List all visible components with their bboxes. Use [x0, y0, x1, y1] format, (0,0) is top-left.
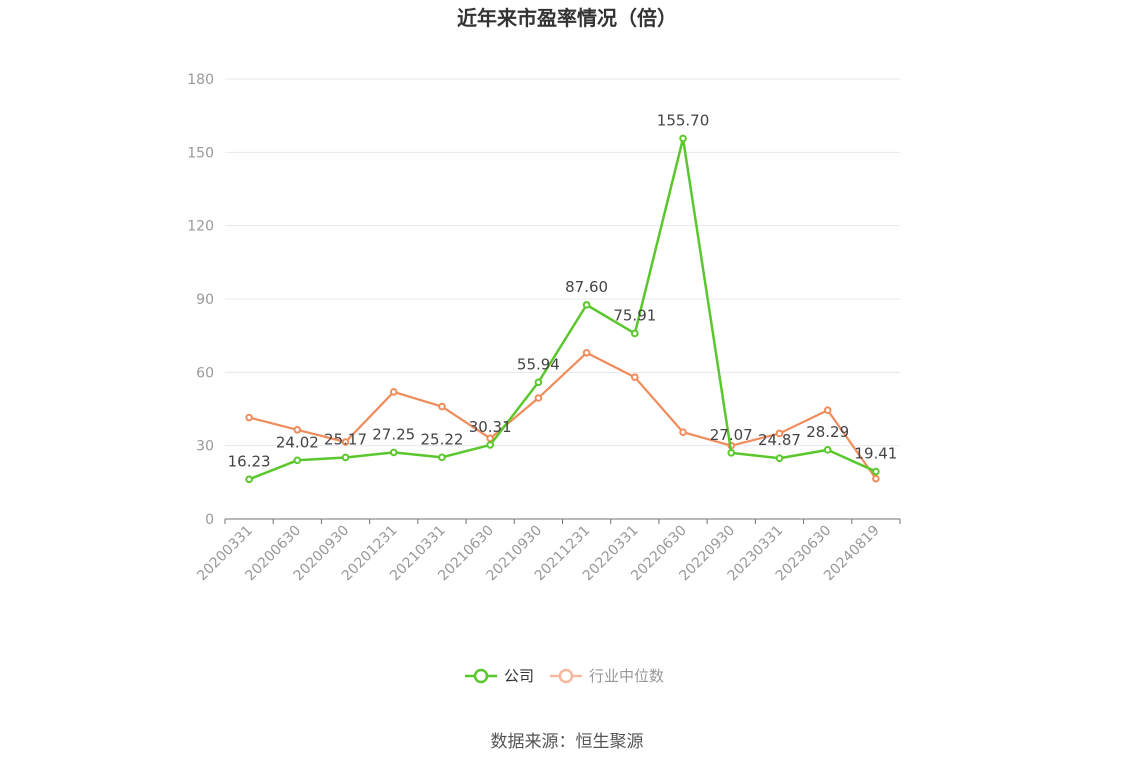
data-labels: 16.23 24.02 25.17 27.25 25.22 30.31 55.94 87.60… [228, 111, 898, 470]
data-point[interactable] [293, 456, 302, 465]
y-tick-label: 180 [187, 72, 214, 88]
y-tick-label: 150 [187, 145, 214, 161]
x-axis: 2020033120200630202009302020123120210331… [194, 518, 901, 584]
data-label: 16.23 [228, 452, 271, 470]
data-point[interactable] [631, 373, 639, 382]
data-label: 27.07 [710, 426, 753, 444]
data-point[interactable] [486, 434, 494, 443]
series-line [248, 351, 877, 480]
data-point[interactable] [679, 428, 687, 437]
y-tick-label: 60 [196, 365, 214, 381]
data-point[interactable] [823, 406, 832, 415]
data-point[interactable] [438, 402, 446, 411]
y-tick-label: 0 [205, 512, 214, 528]
data-label: 24.02 [276, 433, 319, 451]
data-label: 28.29 [806, 423, 849, 441]
chart-title: 近年来市盈率情况（倍） [457, 6, 677, 30]
data-point[interactable] [389, 448, 398, 457]
legend-marker-icon [558, 668, 574, 684]
y-tick-label: 90 [196, 292, 214, 308]
data-label: 87.60 [565, 278, 608, 296]
data-point[interactable] [823, 446, 832, 454]
data-point[interactable] [582, 348, 591, 357]
legend-label: 公司 [504, 667, 534, 685]
data-label: 155.70 [657, 111, 710, 129]
legend[interactable]: 公司 行业中位数 [465, 667, 664, 685]
data-point[interactable] [293, 425, 302, 434]
data-point[interactable] [631, 329, 639, 338]
y-tick-label: 120 [187, 219, 214, 235]
data-point[interactable] [727, 449, 736, 457]
data-label: 30.31 [469, 418, 512, 436]
data-point[interactable] [245, 413, 253, 422]
data-label: 25.17 [324, 430, 367, 448]
data-point[interactable] [534, 378, 543, 387]
grid-lines [225, 78, 900, 447]
data-point[interactable] [872, 474, 880, 483]
series-lines [245, 134, 880, 484]
series-1 [245, 348, 880, 483]
data-point[interactable] [775, 429, 784, 438]
source-note: 数据来源：恒生聚源 [491, 732, 644, 752]
data-point[interactable] [486, 441, 494, 449]
data-point[interactable] [582, 301, 591, 309]
data-point[interactable] [438, 453, 446, 462]
data-point[interactable] [872, 467, 880, 476]
y-tick-label: 30 [196, 439, 214, 455]
data-point[interactable] [679, 134, 687, 143]
data-label: 55.94 [517, 355, 560, 373]
series-0 [245, 134, 880, 484]
data-point[interactable] [775, 454, 784, 463]
data-point[interactable] [341, 453, 350, 462]
data-point[interactable] [341, 438, 350, 446]
legend-marker-icon [473, 668, 489, 684]
y-axis: 0 30 60 90 120 150 180 [187, 72, 214, 528]
legend-item-1[interactable]: 行业中位数 [550, 667, 664, 685]
data-label: 27.25 [372, 425, 415, 443]
legend-item-0[interactable]: 公司 [465, 667, 534, 685]
data-point[interactable] [389, 388, 398, 396]
data-label: 25.22 [420, 430, 463, 448]
series-line [248, 137, 877, 481]
data-label: 75.91 [613, 306, 656, 324]
data-point[interactable] [245, 475, 253, 484]
data-point[interactable] [534, 394, 543, 402]
data-label: 24.87 [758, 431, 801, 449]
data-label: 19.41 [854, 445, 897, 463]
legend-label: 行业中位数 [589, 667, 664, 685]
